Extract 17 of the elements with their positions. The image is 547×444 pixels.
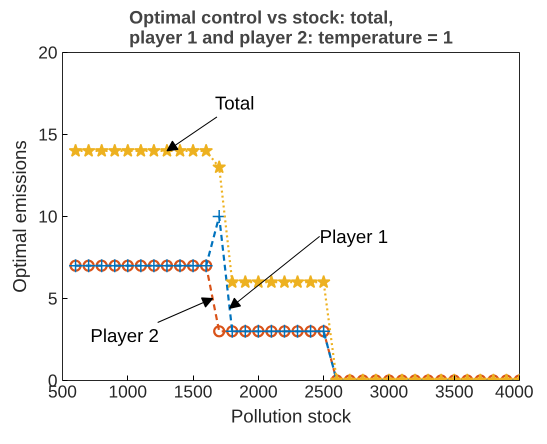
x-tick-label: 1000 (108, 382, 148, 402)
y-tick-label: 20 (38, 42, 58, 62)
x-axis-title: Pollution stock (230, 406, 352, 426)
y-tick-label: 5 (48, 288, 58, 308)
annotation: Total (214, 92, 254, 114)
y-axis-title: Optimal emissions (9, 140, 30, 293)
y-tick-label: 15 (38, 124, 58, 144)
x-tick-label: 3500 (434, 382, 474, 402)
x-tick-label: 3000 (370, 382, 408, 402)
annotation: Player 1 (320, 226, 388, 247)
x-tick-label: 2500 (304, 382, 343, 402)
x-tick-label: 4000 (494, 382, 534, 402)
annotation: Player 2 (90, 325, 159, 346)
x-tick-label: 2000 (239, 382, 278, 402)
y-tick-label: 10 (38, 206, 58, 226)
x-tick-label: 1500 (174, 382, 212, 402)
chart-title: Optimal control vs stock: total, player 1 and player 2: temperature = 1 (129, 8, 453, 48)
